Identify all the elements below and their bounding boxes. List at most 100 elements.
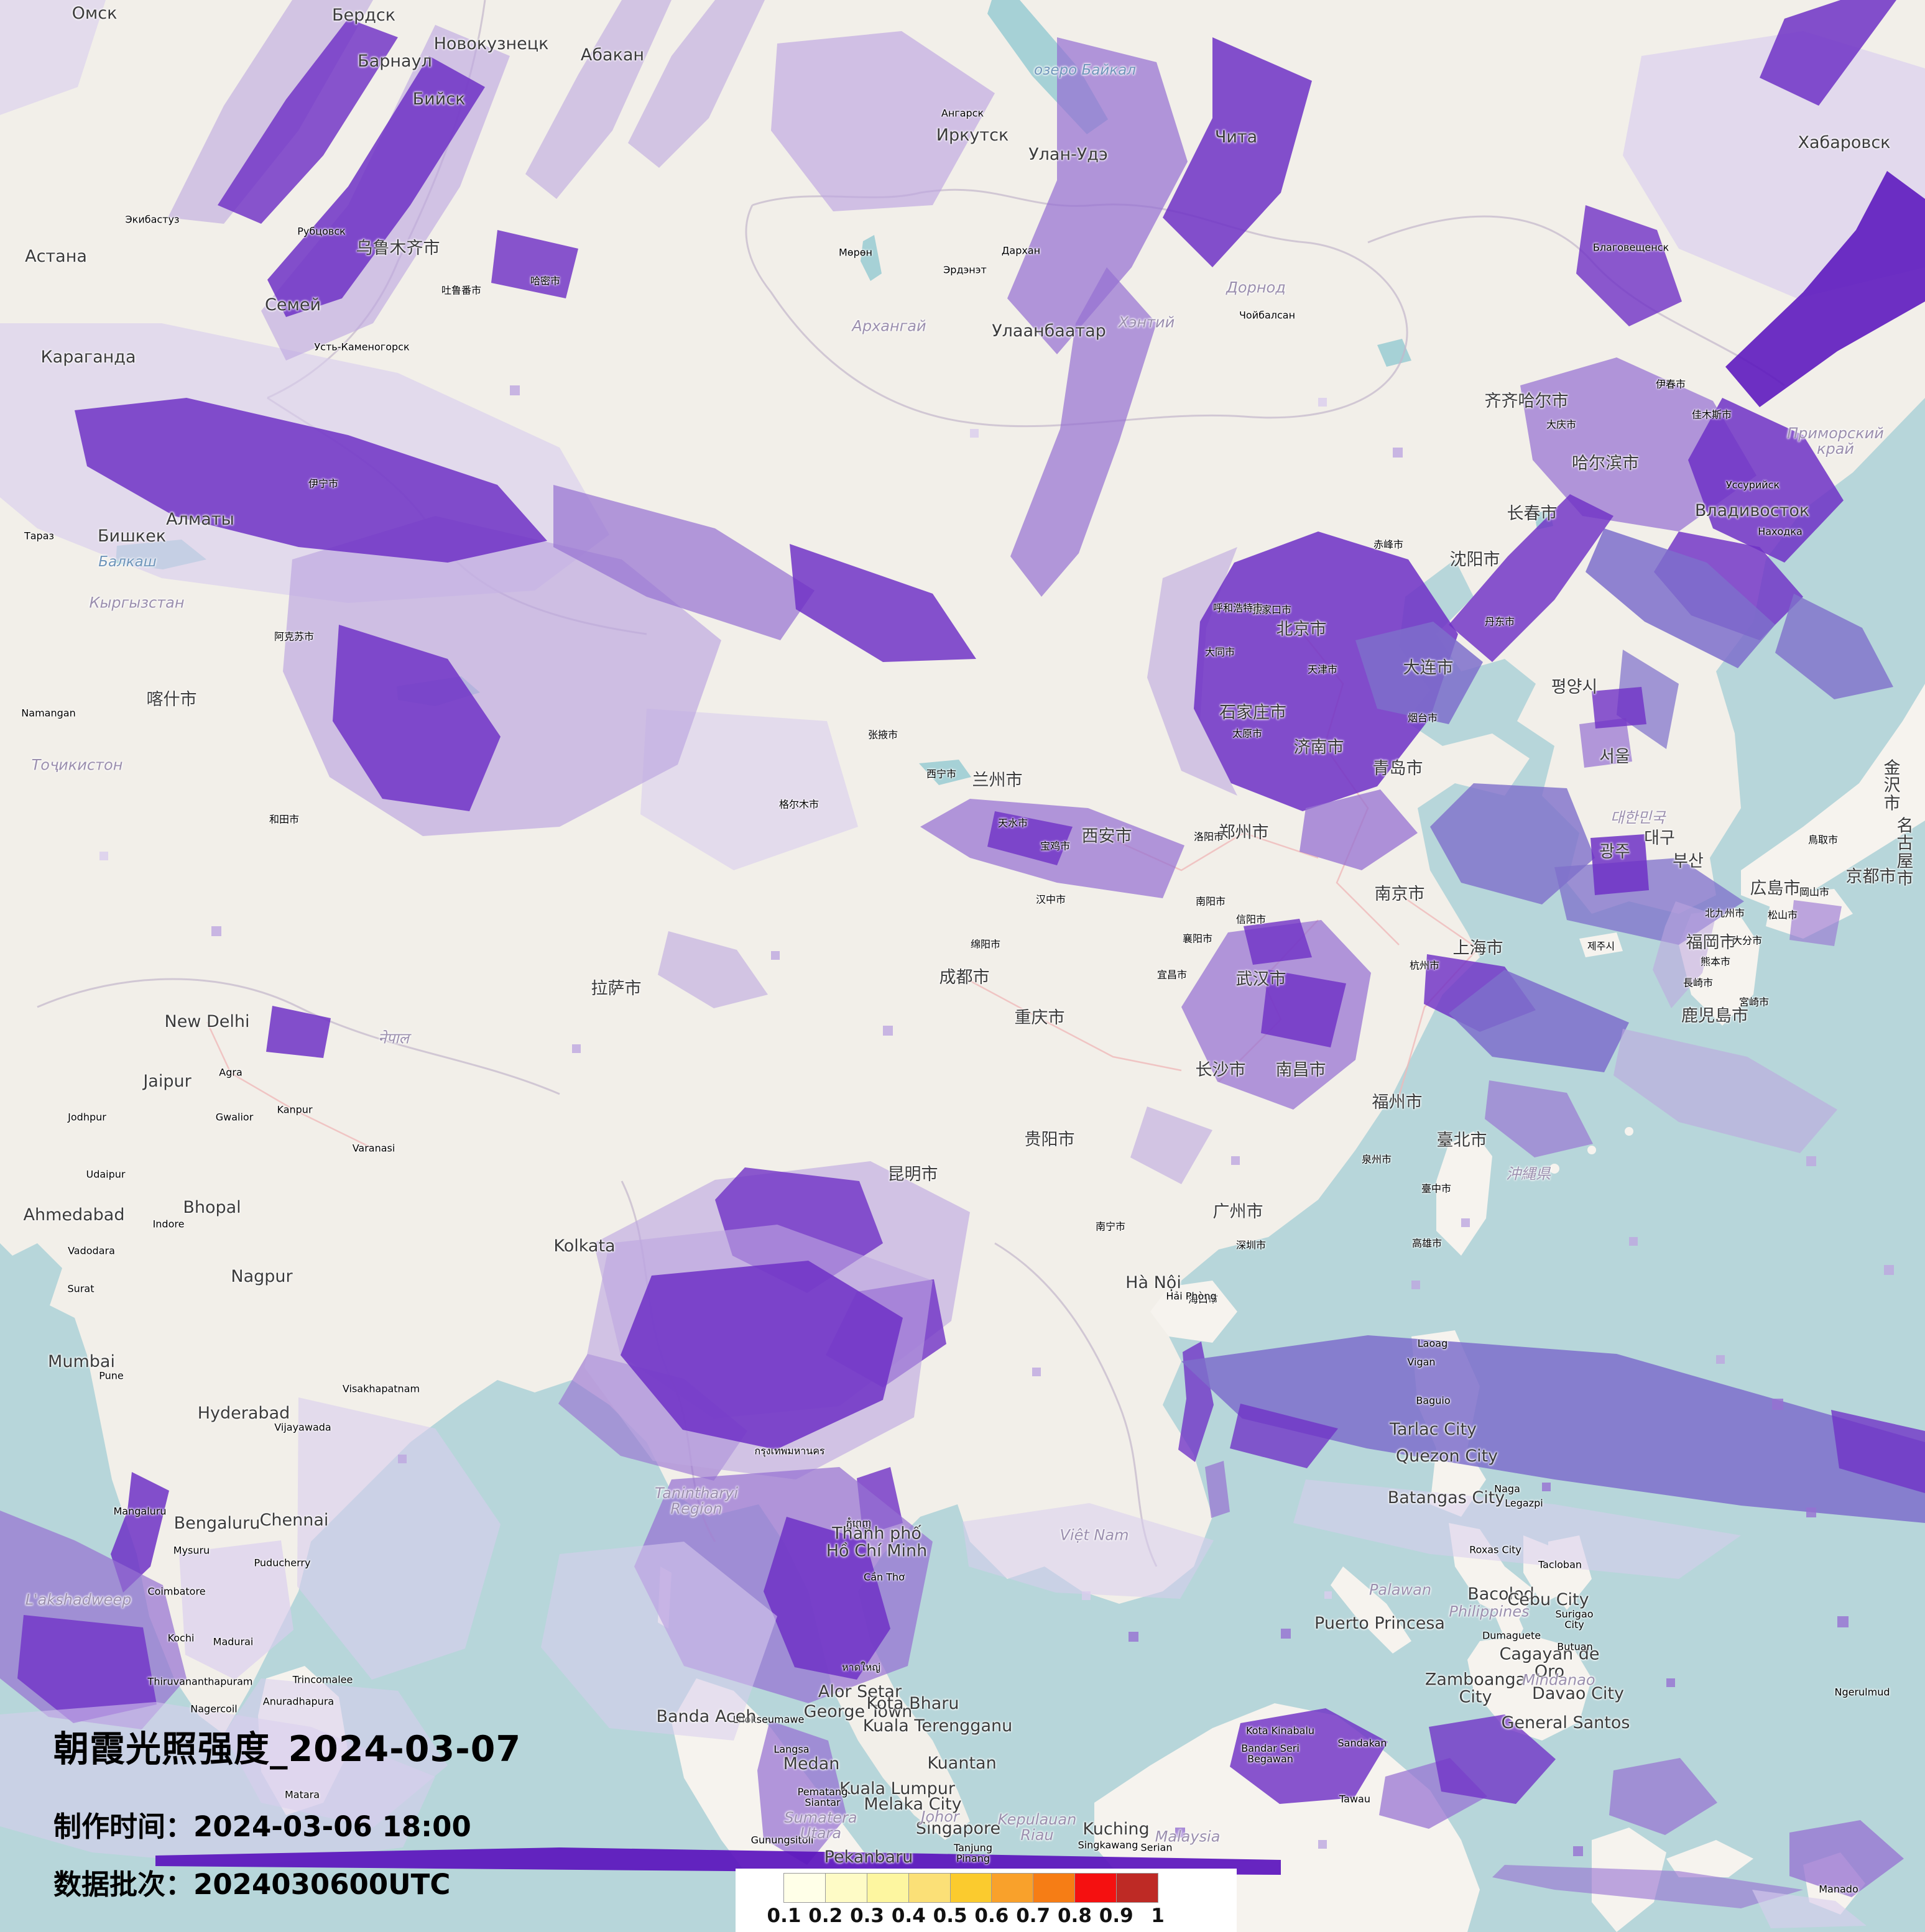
- intensity-blob: [1579, 718, 1632, 768]
- intensity-blob: [1520, 357, 1757, 531]
- island-okinawa-a: [1549, 1164, 1559, 1174]
- intensity-blob: [1789, 900, 1842, 946]
- intensity-blob: [1609, 1758, 1717, 1835]
- intensity-blob: [266, 1006, 331, 1058]
- intensity-speckle: [1542, 1483, 1551, 1491]
- intensity-blob: [1163, 37, 1312, 267]
- legend-tick-label: 0.8: [1057, 1905, 1092, 1927]
- lake-khovsgol: [861, 235, 882, 281]
- intensity-blob: [1230, 1708, 1388, 1804]
- legend-tick-label: 0.5: [933, 1905, 967, 1927]
- intensity-blob: [1299, 789, 1418, 870]
- legend-tick-label: 1: [1151, 1905, 1165, 1927]
- intensity-blob: [621, 1261, 903, 1450]
- intensity-blob: [1688, 398, 1844, 563]
- intensity-speckle: [211, 926, 221, 936]
- legend-color-cell: [1117, 1874, 1158, 1902]
- intensity-speckle: [970, 429, 979, 438]
- intensity-blob: [1449, 970, 1629, 1072]
- island-palawan: [1331, 1566, 1411, 1654]
- legend-color-cell: [825, 1874, 867, 1902]
- intensity-blob: [491, 230, 578, 298]
- intensity-blob: [0, 0, 106, 115]
- legend-color-cell: [992, 1874, 1034, 1902]
- intensity-blob: [1613, 1029, 1837, 1153]
- intensity-blob: [1355, 622, 1483, 724]
- intensity-speckles-layer: [99, 385, 1894, 1856]
- intensity-blob: [179, 1540, 293, 1680]
- intensity-speckle: [1175, 1828, 1185, 1838]
- legend-tick-labels: 0.1 0.2 0.3 0.4 0.5 0.6 0.7 0.8 0.9 1: [767, 1905, 1165, 1930]
- intensity-blob: [155, 1847, 1281, 1875]
- intensity-blob: [1485, 1080, 1593, 1157]
- intensity-blob: [757, 1721, 847, 1865]
- intensity-speckle: [1318, 398, 1327, 407]
- intensity-blob: [628, 0, 765, 168]
- intensity-blob: [1430, 783, 1595, 904]
- intensity-blob: [640, 709, 858, 870]
- intensity-speckle: [1629, 1237, 1638, 1246]
- intensity-blob: [553, 485, 815, 640]
- legend-color-cell: [1033, 1874, 1076, 1902]
- lake-qinghai: [919, 760, 971, 785]
- intensity-blob: [1244, 919, 1312, 965]
- island-hainan: [1150, 1281, 1237, 1343]
- legend-colorbar: [783, 1873, 1158, 1903]
- intensity-speckle: [1666, 1678, 1675, 1687]
- intensity-blob: [1007, 37, 1188, 354]
- intensity-speckle: [398, 1455, 407, 1463]
- intensity-blob: [1130, 1106, 1212, 1184]
- intensity-speckle: [1806, 1156, 1816, 1166]
- intensity-blob: [764, 1517, 890, 1680]
- lake-hulun: [1377, 339, 1411, 367]
- legend-tick-label: 0.1: [767, 1905, 801, 1927]
- island-negros: [1495, 1585, 1523, 1654]
- intensity-speckle: [1032, 1368, 1041, 1376]
- island-jeju: [1579, 932, 1623, 957]
- intensity-blob: [1205, 1461, 1230, 1518]
- intensity-blob: [1586, 528, 1775, 668]
- intensity-speckle: [1324, 1591, 1332, 1599]
- production-time-label: 制作时间：: [53, 1810, 194, 1843]
- legend: 0.1 0.2 0.3 0.4 0.5 0.6 0.7 0.8 0.9 1: [736, 1869, 1237, 1932]
- intensity-blob: [17, 1615, 157, 1723]
- intensity-blob: [75, 398, 547, 563]
- intensity-speckle: [1393, 448, 1403, 458]
- data-batch-line: 数据批次：2024030600UTC: [53, 1862, 521, 1902]
- intensity-blob: [1194, 531, 1458, 811]
- production-time-line: 制作时间：2024-03-06 18:00: [53, 1804, 521, 1844]
- island-mindanao: [1467, 1635, 1592, 1741]
- intensity-blob: [297, 1397, 501, 1680]
- intensity-blob: [1147, 547, 1237, 796]
- island-okinawa-c: [1625, 1127, 1633, 1136]
- intensity-speckle: [1837, 1616, 1849, 1627]
- island-okinawa-b: [1587, 1146, 1596, 1154]
- intensity-blob: [218, 19, 398, 224]
- intensity-blob: [333, 625, 501, 811]
- legend-tick-label: 0.4: [891, 1905, 926, 1927]
- intensity-blob: [1831, 1410, 1925, 1493]
- intensity-blob: [525, 0, 672, 199]
- intensity-blob: [1590, 834, 1649, 895]
- intensity-speckle: [1129, 1632, 1138, 1642]
- legend-color-cell: [908, 1874, 951, 1902]
- intensity-blob: [658, 931, 768, 1008]
- intensity-speckle: [1231, 1156, 1240, 1165]
- intensity-blob: [1725, 171, 1925, 407]
- intensity-speckle: [883, 1026, 893, 1036]
- intensity-speckle: [1884, 1265, 1894, 1275]
- intensity-blob: [1261, 970, 1346, 1047]
- title-block: 朝霞光照强度_2024-03-07 制作时间：2024-03-06 18:00 …: [53, 1721, 521, 1902]
- intensity-speckle: [1461, 1218, 1470, 1227]
- island-sulawesi-arm: [1666, 1840, 1753, 1877]
- intensity-blob: [1775, 594, 1893, 699]
- intensity-speckle: [1772, 1399, 1783, 1410]
- intensity-blob: [0, 1702, 435, 1866]
- intensity-blob: [1449, 494, 1613, 662]
- product-title: 朝霞光照强度_2024-03-07: [53, 1729, 522, 1770]
- intensity-speckle: [99, 852, 108, 860]
- legend-color-cell: [950, 1874, 992, 1902]
- intensity-blob: [1181, 1335, 1925, 1523]
